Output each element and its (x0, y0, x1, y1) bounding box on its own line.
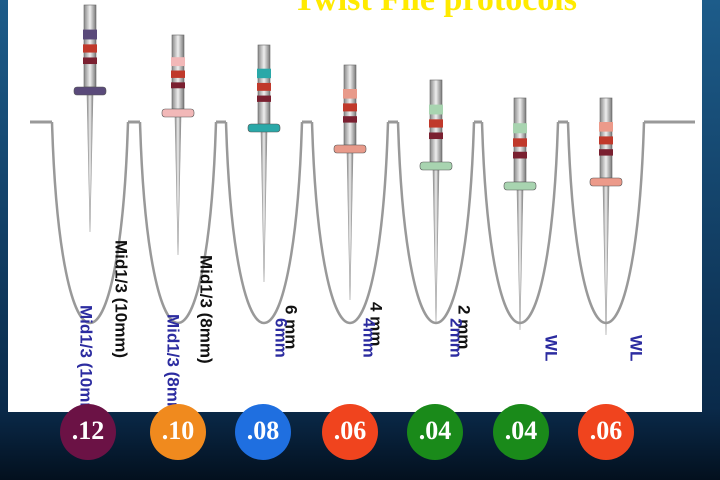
taper-label: .10 (162, 416, 195, 445)
taper-label: .08 (247, 416, 280, 445)
taper-label: .12 (72, 416, 105, 445)
overlay-label: 4mm (360, 318, 379, 358)
ring (513, 151, 527, 159)
ring (257, 95, 271, 102)
ring (257, 68, 271, 79)
overlay-label: 2mm (447, 318, 466, 358)
file (333, 64, 367, 301)
overlay-label: WL (627, 335, 646, 361)
stopper (247, 123, 281, 133)
overlay-label: 6mm (272, 318, 291, 358)
overlay-label: Mid1/3 (10mm) (77, 305, 96, 423)
canal (138, 121, 218, 324)
ring (513, 138, 527, 147)
ring (513, 123, 527, 134)
canal (396, 121, 476, 324)
depth-label: 4 mm (367, 302, 386, 346)
taper-circle (150, 404, 206, 460)
stopper (333, 144, 367, 154)
ring (83, 57, 97, 65)
ring (429, 104, 443, 115)
taper-label: .04 (505, 416, 538, 445)
ring (83, 29, 97, 40)
file (247, 44, 281, 283)
ring (257, 82, 271, 91)
stopper (419, 161, 453, 171)
file (503, 97, 537, 331)
canal (310, 121, 390, 324)
file (161, 34, 195, 256)
taper-circle (322, 404, 378, 460)
ring (343, 103, 357, 112)
file (419, 79, 453, 323)
taper-circle (578, 404, 634, 460)
taper-label: .04 (419, 416, 452, 445)
ring (83, 44, 97, 53)
ring (429, 119, 443, 128)
ring (171, 57, 185, 67)
depth-label: Mid1/3 (10mm) (112, 240, 131, 358)
file (589, 97, 623, 336)
taper-label: .06 (334, 416, 367, 445)
depth-label: 6 mm (282, 305, 301, 349)
stopper (503, 181, 537, 191)
ring (343, 116, 357, 123)
stopper (589, 177, 623, 187)
title: Twist File protocols (293, 0, 577, 18)
ring (599, 136, 613, 145)
overlay-label: Mid1/3 (8mm) (164, 314, 183, 423)
ring (599, 149, 613, 156)
taper-circle (235, 404, 291, 460)
ring (343, 89, 357, 99)
ring (171, 82, 185, 89)
canal (50, 121, 130, 324)
ring (171, 70, 185, 78)
ring (429, 132, 443, 140)
file (73, 4, 107, 233)
stopper (73, 86, 107, 96)
depth-label: 2 mm (455, 305, 474, 349)
taper-circle (493, 404, 549, 460)
overlay-label: WL (542, 335, 561, 361)
canal (224, 121, 304, 324)
taper-circle (407, 404, 463, 460)
taper-label: .06 (590, 416, 623, 445)
depth-label: Mid1/3 (8mm) (197, 255, 216, 364)
ring (599, 122, 613, 132)
taper-circle (60, 404, 116, 460)
stopper (161, 108, 195, 118)
